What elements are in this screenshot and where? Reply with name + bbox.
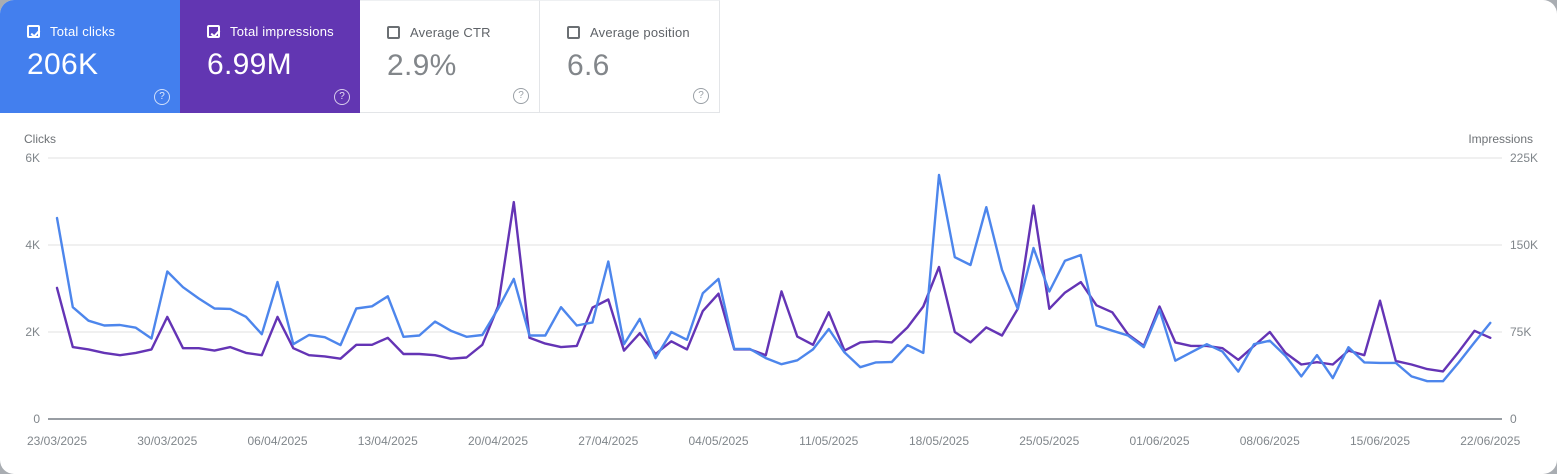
y-axis-tick-left: 4K — [25, 238, 40, 252]
help-icon[interactable]: ? — [334, 89, 350, 105]
metric-card-total-impressions[interactable]: Total impressions 6.99M? — [180, 0, 360, 113]
metric-value: 6.6 — [567, 49, 610, 82]
chart-section: Clicks Impressions 6K 4K 2K 0 225K 150K 75K 0 23/0… — [0, 126, 1557, 474]
metric-value: 206K — [27, 48, 99, 81]
metrics-bar: Total clicks 206K? Total impressions 6.99M?… — [0, 0, 1557, 113]
clicks-line[interactable] — [55, 173, 1492, 383]
metric-label: Total impressions — [230, 24, 334, 39]
x-axis-tick: 25/05/2025 — [1019, 434, 1079, 448]
help-icon[interactable]: ? — [513, 88, 529, 104]
x-axis-tick: 30/03/2025 — [137, 434, 197, 448]
right-axis-title: Impressions — [1468, 132, 1533, 146]
help-icon[interactable]: ? — [693, 88, 709, 104]
y-axis-tick-right: 75K — [1510, 325, 1531, 339]
x-axis-tick: 15/06/2025 — [1350, 434, 1410, 448]
metric-card-average-ctr[interactable]: Average CTR 2.9%? — [360, 0, 540, 113]
x-axis-tick: 11/05/2025 — [799, 434, 858, 448]
metric-label: Average position — [590, 25, 690, 40]
x-axis-tick: 23/03/2025 — [27, 434, 87, 448]
x-axis-tick: 22/06/2025 — [1460, 434, 1520, 448]
y-axis-tick-right: 150K — [1510, 238, 1538, 252]
metric-label: Total clicks — [50, 24, 116, 39]
metric-card-average-position[interactable]: Average position 6.6? — [540, 0, 720, 113]
y-axis-tick-left: 6K — [25, 151, 40, 165]
metric-value: 6.99M — [207, 48, 292, 81]
y-axis-tick-right: 0 — [1510, 412, 1517, 426]
y-axis-tick-left: 0 — [33, 412, 40, 426]
left-axis-title: Clicks — [24, 132, 56, 146]
metric-label: Average CTR — [410, 25, 491, 40]
checkbox-checked-icon[interactable] — [207, 25, 221, 38]
metric-value: 2.9% — [387, 49, 457, 82]
metric-card-total-clicks[interactable]: Total clicks 206K? — [0, 0, 180, 113]
x-axis-tick: 01/06/2025 — [1129, 434, 1189, 448]
x-axis-tick: 08/06/2025 — [1240, 434, 1300, 448]
x-axis-tick: 06/04/2025 — [247, 434, 307, 448]
y-axis-tick-right: 225K — [1510, 151, 1538, 165]
y-axis-tick-left: 2K — [25, 325, 40, 339]
x-axis-tick: 04/05/2025 — [688, 434, 748, 448]
help-icon[interactable]: ? — [154, 89, 170, 105]
x-axis-tick: 20/04/2025 — [468, 434, 528, 448]
checkbox-checked-icon[interactable] — [27, 25, 41, 38]
checkbox-unchecked-icon[interactable] — [387, 26, 400, 39]
x-axis-tick: 27/04/2025 — [578, 434, 638, 448]
performance-chart[interactable]: Clicks Impressions 6K 4K 2K 0 225K 150K 75K 0 23/0… — [0, 126, 1557, 474]
checkbox-unchecked-icon[interactable] — [567, 26, 580, 39]
x-axis-tick: 18/05/2025 — [909, 434, 969, 448]
x-axis-tick: 13/04/2025 — [358, 434, 418, 448]
